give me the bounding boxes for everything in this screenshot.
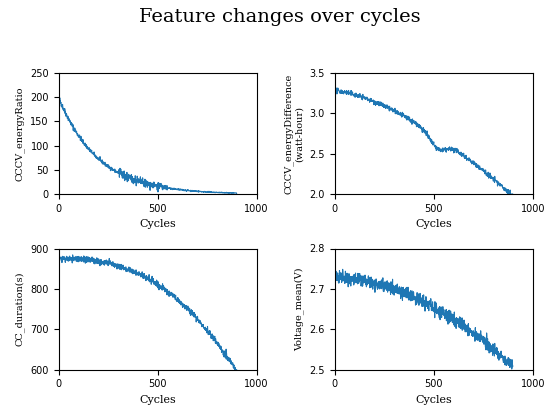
X-axis label: Cycles: Cycles (139, 395, 176, 405)
X-axis label: Cycles: Cycles (416, 220, 452, 229)
X-axis label: Cycles: Cycles (139, 220, 176, 229)
Y-axis label: Voltage_mean(V): Voltage_mean(V) (294, 268, 304, 351)
Y-axis label: CCCV_energyRatio: CCCV_energyRatio (15, 87, 25, 181)
Y-axis label: CCCV_energyDifference
(watt-hour): CCCV_energyDifference (watt-hour) (284, 74, 304, 194)
Text: Feature changes over cycles: Feature changes over cycles (139, 8, 421, 26)
Y-axis label: CC_duration(s): CC_duration(s) (15, 272, 25, 346)
X-axis label: Cycles: Cycles (416, 395, 452, 405)
